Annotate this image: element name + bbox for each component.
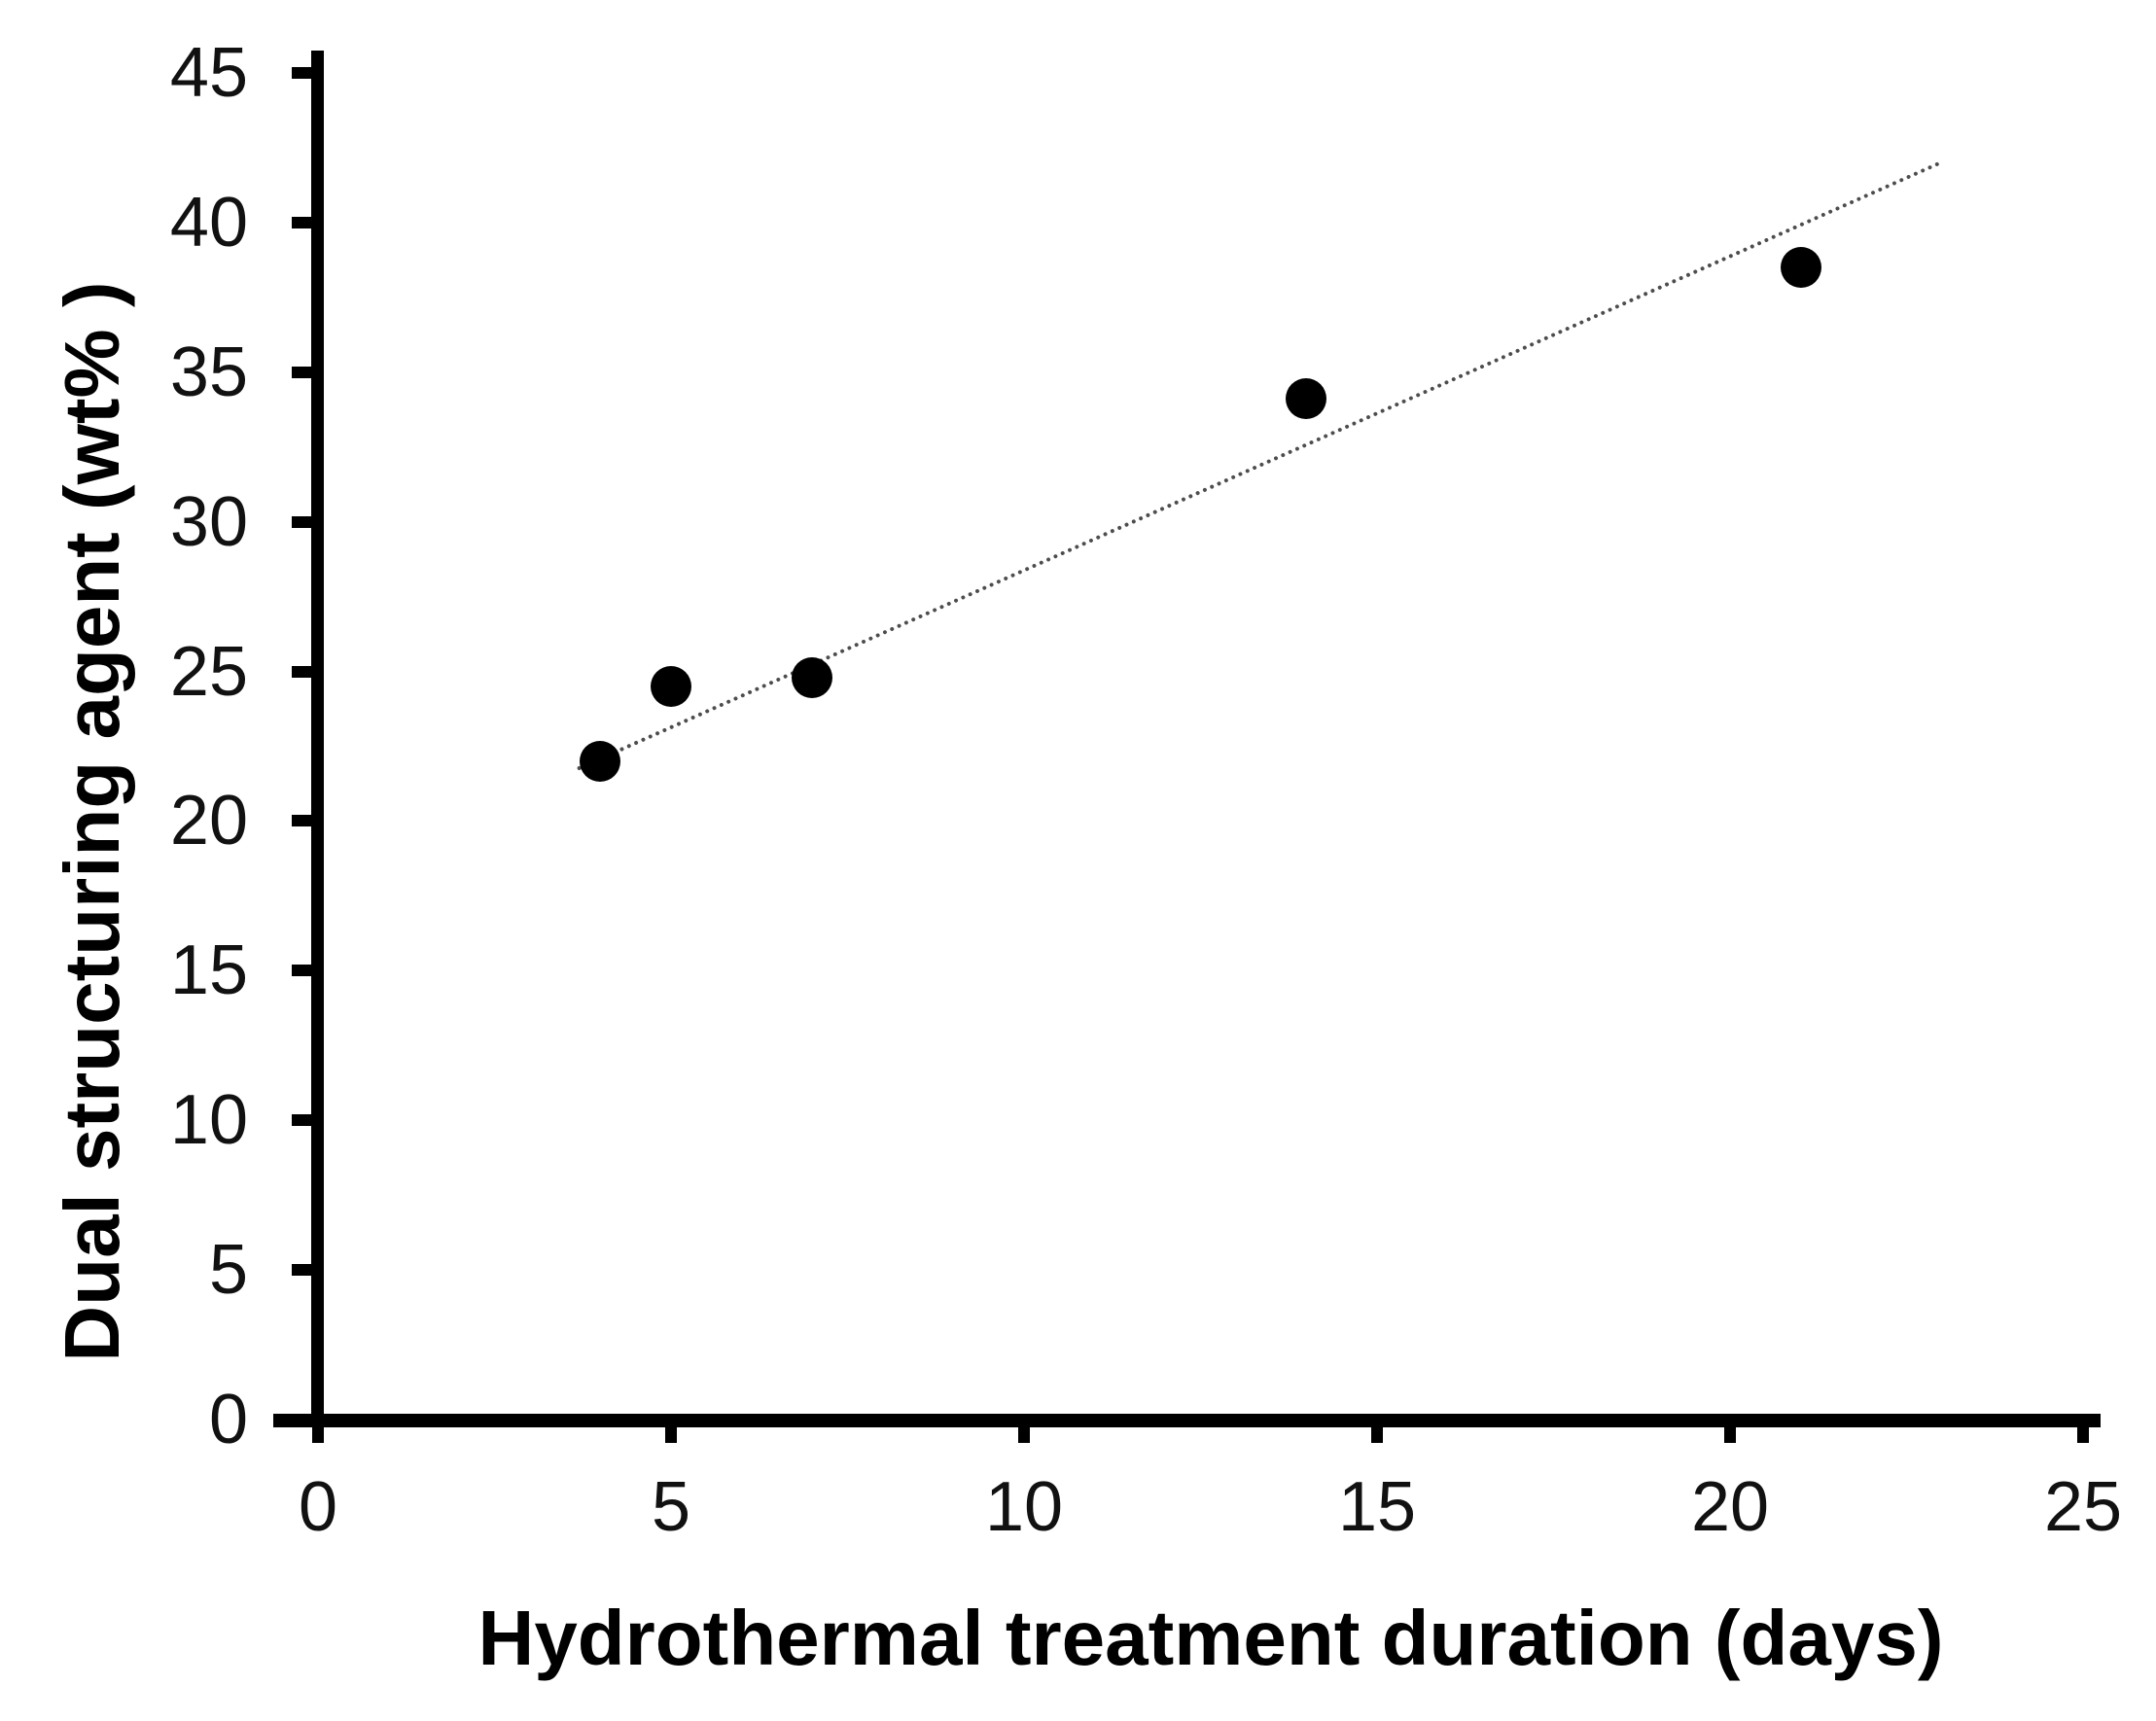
y-axis-title: Dual structuring agent (wt% )	[49, 281, 135, 1362]
y-tick-label: 5	[208, 1231, 248, 1310]
y-tick-mark	[292, 1264, 324, 1277]
x-tick-mark	[312, 1414, 324, 1443]
data-point	[1780, 246, 1821, 288]
x-tick-label: 5	[651, 1468, 691, 1546]
data-point	[580, 740, 621, 782]
x-tick-label: 0	[298, 1468, 338, 1546]
y-tick-label: 40	[169, 183, 248, 262]
y-tick-mark	[292, 366, 324, 378]
y-tick-label: 30	[169, 482, 248, 561]
y-tick-mark	[292, 1114, 324, 1127]
x-tick-label: 15	[1337, 1468, 1417, 1546]
data-point	[651, 665, 691, 707]
y-tick-label: 10	[169, 1081, 248, 1160]
x-tick-label: 20	[1690, 1468, 1770, 1546]
y-tick-label: 25	[169, 632, 248, 711]
y-tick-mark	[292, 665, 324, 678]
trendline	[576, 160, 1941, 771]
y-tick-label: 0	[208, 1381, 248, 1458]
x-tick-mark	[1018, 1414, 1030, 1443]
y-tick-label: 35	[169, 333, 248, 411]
y-tick-label: 15	[169, 931, 248, 1010]
x-tick-label: 10	[984, 1468, 1064, 1546]
y-tick-label: 45	[169, 33, 248, 112]
y-tick-mark	[292, 515, 324, 528]
x-tick-mark	[1724, 1414, 1736, 1443]
y-tick-mark	[292, 66, 324, 79]
data-point	[792, 656, 833, 698]
y-axis-line	[311, 51, 324, 1426]
y-tick-mark	[292, 965, 324, 977]
y-tick-label: 20	[169, 782, 248, 860]
x-tick-mark	[665, 1414, 677, 1443]
y-tick-mark	[292, 815, 324, 827]
x-axis-title: Hydrothermal treatment duration (days)	[477, 1595, 1944, 1681]
y-tick-mark	[292, 216, 324, 228]
x-axis-line	[273, 1414, 2101, 1427]
x-tick-label: 25	[2043, 1468, 2123, 1546]
x-tick-mark	[2077, 1414, 2089, 1443]
x-tick-mark	[1371, 1414, 1383, 1443]
data-point	[1286, 378, 1327, 420]
